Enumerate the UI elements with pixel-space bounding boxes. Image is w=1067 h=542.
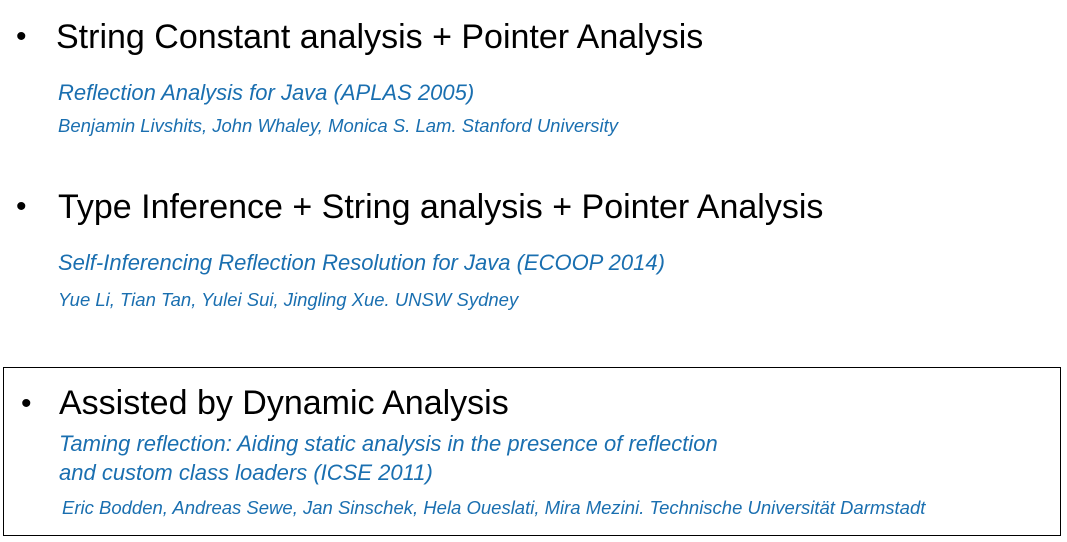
bullet-point: • (16, 20, 27, 53)
reference-title-line2: and custom class loaders (ICSE 2011) (59, 460, 433, 485)
bullet-point: • (16, 190, 27, 223)
reference-authors: Yue Li, Tian Tan, Yulei Sui, Jingling Xu… (58, 289, 519, 310)
reference-title: Self-Inferencing Reflection Resolution f… (58, 250, 665, 275)
reference-authors: Eric Bodden, Andreas Sewe, Jan Sinschek,… (62, 497, 926, 518)
highlighted-bullet-box: • Assisted by Dynamic Analysis Taming re… (3, 367, 1061, 536)
bullet-heading: Type Inference + String analysis + Point… (58, 188, 824, 226)
bullet-heading: String Constant analysis + Pointer Analy… (56, 18, 704, 56)
bullet-point: • (21, 387, 32, 420)
bullet-heading: Assisted by Dynamic Analysis (59, 384, 509, 422)
reference-title-line1: Taming reflection: Aiding static analysi… (59, 431, 718, 456)
reference-title: Reflection Analysis for Java (APLAS 2005… (58, 80, 475, 105)
reference-authors: Benjamin Livshits, John Whaley, Monica S… (58, 115, 619, 136)
